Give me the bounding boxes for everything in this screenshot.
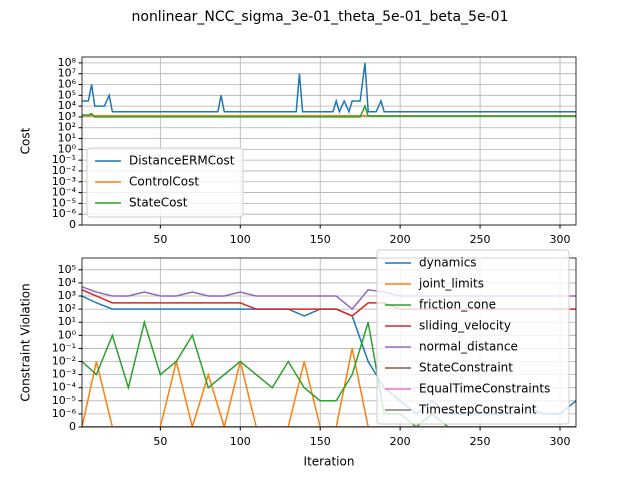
y-tick-label: 10⁻³ bbox=[52, 175, 76, 188]
legend-box bbox=[86, 147, 244, 218]
y-tick-label: 10⁻¹ bbox=[52, 153, 76, 166]
legend-label: friction_cone bbox=[419, 298, 496, 312]
x-tick-label: 300 bbox=[550, 435, 571, 448]
y-tick-label: 10⁰ bbox=[58, 328, 77, 341]
y-tick-label: 10⁶ bbox=[58, 77, 77, 90]
y-tick-label: 10¹ bbox=[58, 132, 76, 145]
y-tick-label: 10⁻² bbox=[52, 164, 76, 177]
x-tick-label: 300 bbox=[550, 233, 571, 246]
y-tick-label: 10⁷ bbox=[58, 67, 76, 80]
y-axis-label: Cost bbox=[19, 127, 33, 154]
y-tick-label: 10³ bbox=[58, 289, 76, 302]
legend-label: EqualTimeConstraints bbox=[419, 382, 550, 396]
x-tick-label: 100 bbox=[230, 233, 251, 246]
y-tick-label: 10⁻⁵ bbox=[52, 394, 76, 407]
x-tick-label: 200 bbox=[390, 435, 411, 448]
y-tick-label: 10⁻⁵ bbox=[52, 196, 76, 209]
y-tick-label: 10⁻⁶ bbox=[52, 407, 77, 420]
y-tick-label: 10⁸ bbox=[58, 56, 77, 69]
legend-label: joint_limits bbox=[418, 277, 484, 291]
legend-label: ControlCost bbox=[129, 175, 199, 189]
series-line bbox=[82, 319, 576, 427]
y-tick-label: 10⁻⁴ bbox=[52, 381, 77, 394]
y-tick-label: 10⁻² bbox=[52, 355, 76, 368]
legend-label: sliding_velocity bbox=[419, 319, 511, 333]
legend-label: dynamics bbox=[419, 256, 477, 270]
legend-label: StateConstraint bbox=[419, 361, 513, 375]
x-tick-label: 200 bbox=[390, 233, 411, 246]
y-tick-label: 10² bbox=[58, 121, 76, 134]
x-tick-label: 150 bbox=[310, 233, 331, 246]
y-tick-label: 10⁻⁴ bbox=[52, 186, 77, 199]
y-tick-label: 0 bbox=[69, 218, 76, 231]
y-tick-label: 10² bbox=[58, 302, 76, 315]
x-tick-label: 100 bbox=[230, 435, 251, 448]
y-tick-label: 10⁰ bbox=[58, 142, 77, 155]
legend-box bbox=[376, 249, 570, 425]
series-line bbox=[82, 62, 576, 114]
axes-frame bbox=[81, 56, 577, 226]
x-axis-label: Iteration bbox=[304, 455, 355, 469]
y-tick-label: 10⁴ bbox=[58, 99, 77, 112]
x-tick-label: 50 bbox=[153, 233, 167, 246]
y-tick-label: 0 bbox=[69, 420, 76, 433]
x-tick-label: 150 bbox=[310, 435, 331, 448]
legend: DistanceERMCost ControlCost StateCost bbox=[86, 147, 244, 218]
legend-label: TimestepConstraint bbox=[418, 403, 537, 417]
legend-label: StateCost bbox=[129, 196, 188, 210]
y-tick-label: 10⁻⁶ bbox=[52, 207, 77, 220]
y-tick-label: 10⁻¹ bbox=[52, 341, 76, 354]
y-tick-label: 10⁵ bbox=[58, 88, 76, 101]
axes-frame bbox=[81, 257, 577, 428]
x-tick-label: 250 bbox=[470, 435, 491, 448]
figure-title: nonlinear_NCC_sigma_3e-01_theta_5e-01_be… bbox=[132, 9, 509, 25]
series-line bbox=[82, 348, 576, 427]
y-tick-label: 10⁴ bbox=[58, 276, 77, 289]
x-tick-label: 50 bbox=[153, 435, 167, 448]
legend-label: normal_distance bbox=[419, 340, 518, 354]
legend: dynamics joint_limits friction_conesliding… bbox=[376, 249, 570, 425]
series-line bbox=[82, 104, 576, 118]
legend-label: DistanceERMCost bbox=[129, 154, 235, 168]
x-tick-label: 250 bbox=[470, 233, 491, 246]
y-tick-label: 10⁵ bbox=[58, 263, 76, 276]
y-tick-label: 10⁻³ bbox=[52, 368, 76, 381]
y-tick-label: 10³ bbox=[58, 110, 76, 123]
y-tick-label: 10¹ bbox=[58, 315, 76, 328]
y-axis-label: Constraint Violation bbox=[19, 283, 33, 401]
